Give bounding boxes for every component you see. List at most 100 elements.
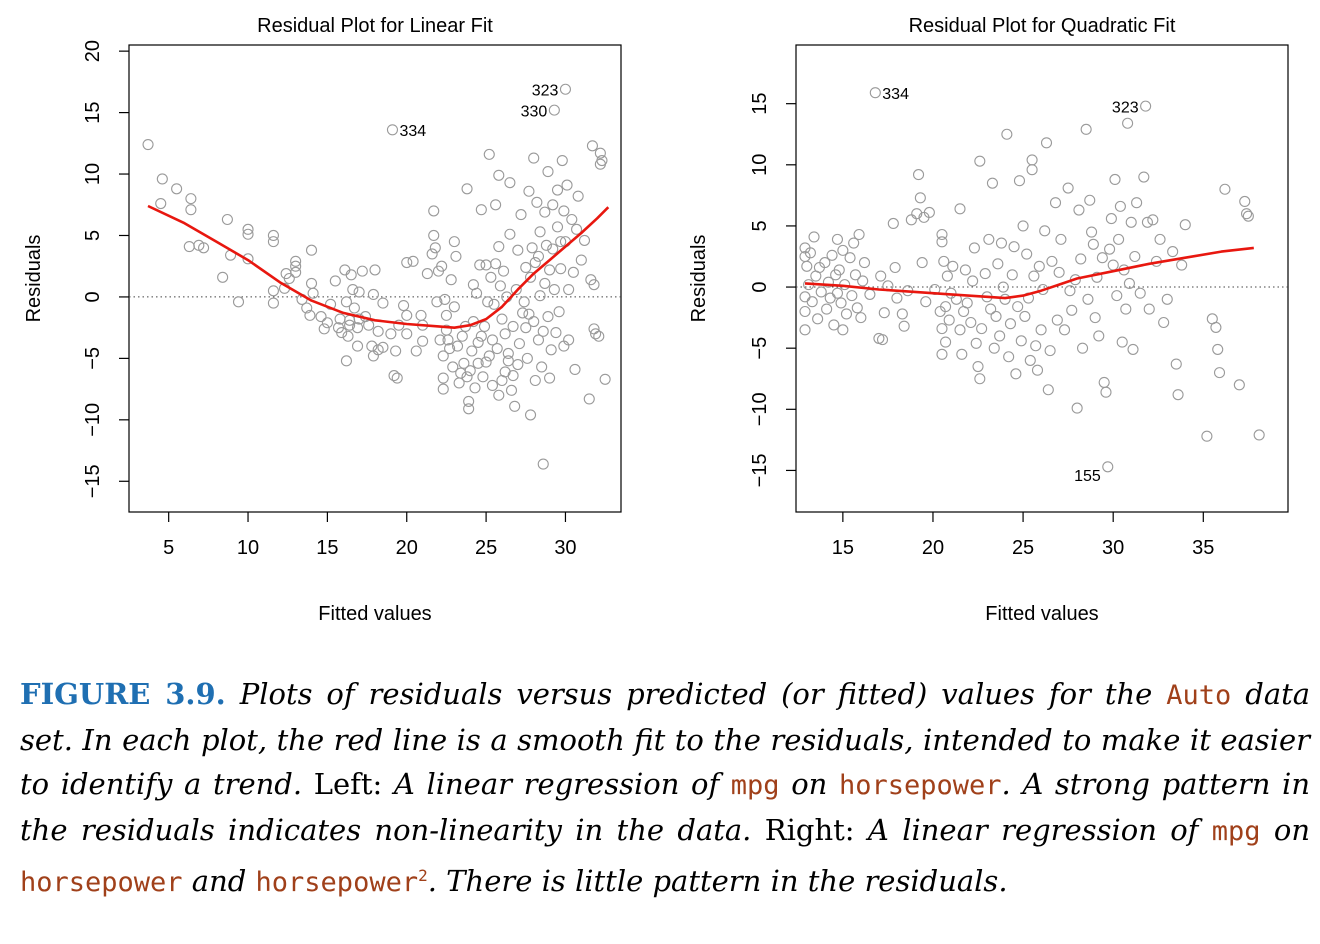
data-point [997, 281, 1009, 293]
data-point [305, 244, 318, 256]
data-point [1176, 259, 1188, 271]
data-point [367, 288, 379, 301]
data-point [536, 361, 548, 373]
data-point [401, 328, 413, 340]
data-point [356, 265, 368, 277]
data-point [410, 345, 422, 357]
point-label: 323 [1112, 99, 1139, 116]
y-tick-label: 10 [749, 154, 771, 176]
y-tick-label: 15 [82, 101, 104, 123]
data-point [398, 299, 410, 312]
data-point [477, 371, 489, 383]
data-point [474, 259, 486, 271]
data-point [824, 292, 836, 304]
data-point [1075, 253, 1087, 265]
data-point [941, 270, 953, 282]
data-point [833, 264, 845, 276]
data-point [502, 347, 514, 360]
data-point [799, 291, 811, 303]
caption-text-1: Plots of residuals versus predicted (or … [239, 677, 1153, 711]
y-tick-label: −10 [82, 403, 104, 437]
data-point [1001, 128, 1013, 140]
data-point [434, 334, 446, 346]
data-point [1076, 342, 1089, 354]
data-point [456, 330, 468, 342]
data-point [347, 284, 359, 296]
data-point [1109, 173, 1121, 186]
data-point [567, 266, 579, 278]
data-point [1253, 429, 1265, 441]
data-point [428, 229, 440, 242]
data-point [1172, 389, 1184, 401]
data-point [428, 205, 440, 217]
caption-text-6: . There is little pattern in the residua… [427, 864, 1008, 898]
x-tick-label: 20 [922, 537, 944, 559]
x-tick-label: 35 [1192, 537, 1214, 559]
data-point [923, 206, 935, 219]
data-point [1239, 195, 1251, 208]
y-tick-label: 0 [749, 281, 771, 292]
y-tick-label: −5 [749, 337, 771, 360]
data-point [1093, 330, 1105, 342]
data-point [875, 270, 887, 282]
data-point [491, 342, 503, 355]
data-point [853, 228, 865, 241]
data-point [290, 255, 302, 267]
data-point [545, 344, 557, 356]
data-point [1026, 164, 1038, 176]
data-point [532, 250, 545, 262]
data-point [970, 337, 982, 349]
data-point [572, 190, 584, 202]
data-point [936, 348, 948, 360]
figure-label: FIGURE 3.9. [20, 677, 226, 711]
data-point [599, 373, 611, 385]
data-point [1021, 248, 1033, 260]
data-point [431, 296, 443, 308]
data-point [551, 221, 564, 233]
data-point [846, 290, 858, 302]
data-point [369, 264, 381, 276]
data-point [876, 334, 889, 346]
data-point [1154, 233, 1166, 245]
data-point [490, 199, 502, 211]
data-point [831, 287, 844, 299]
data-point [493, 389, 505, 401]
data-point [936, 228, 948, 241]
data-point [386, 124, 399, 136]
point-label: 334 [882, 86, 909, 103]
data-point [267, 229, 279, 242]
data-point [340, 355, 352, 367]
data-point [571, 223, 583, 235]
data-point [583, 393, 595, 405]
data-point [472, 357, 484, 369]
data-point [221, 213, 233, 226]
data-point [493, 169, 505, 181]
smooth-fit-line [147, 204, 610, 329]
data-point [837, 324, 849, 336]
data-point [469, 382, 481, 394]
data-point [537, 458, 549, 470]
data-point [517, 307, 529, 319]
data-point [539, 206, 551, 218]
data-point [1096, 252, 1108, 264]
data-point [1084, 194, 1096, 206]
data-point [193, 239, 205, 251]
data-point [1129, 250, 1141, 263]
data-point [461, 183, 473, 195]
data-point [965, 316, 977, 329]
data-point [828, 319, 840, 331]
data-point [524, 271, 537, 283]
data-point [968, 242, 980, 254]
point-label: 330 [521, 103, 548, 120]
data-point [551, 184, 564, 196]
data-point [1033, 260, 1045, 272]
y-tick-label: 10 [82, 163, 104, 185]
plot-frame [128, 44, 622, 513]
y-tick-label: 0 [82, 291, 104, 302]
data-point [1035, 324, 1047, 336]
data-point [304, 309, 316, 321]
data-point [301, 302, 313, 314]
data-point [1008, 241, 1020, 253]
data-point [590, 328, 602, 340]
y-tick-label: −15 [749, 453, 771, 487]
